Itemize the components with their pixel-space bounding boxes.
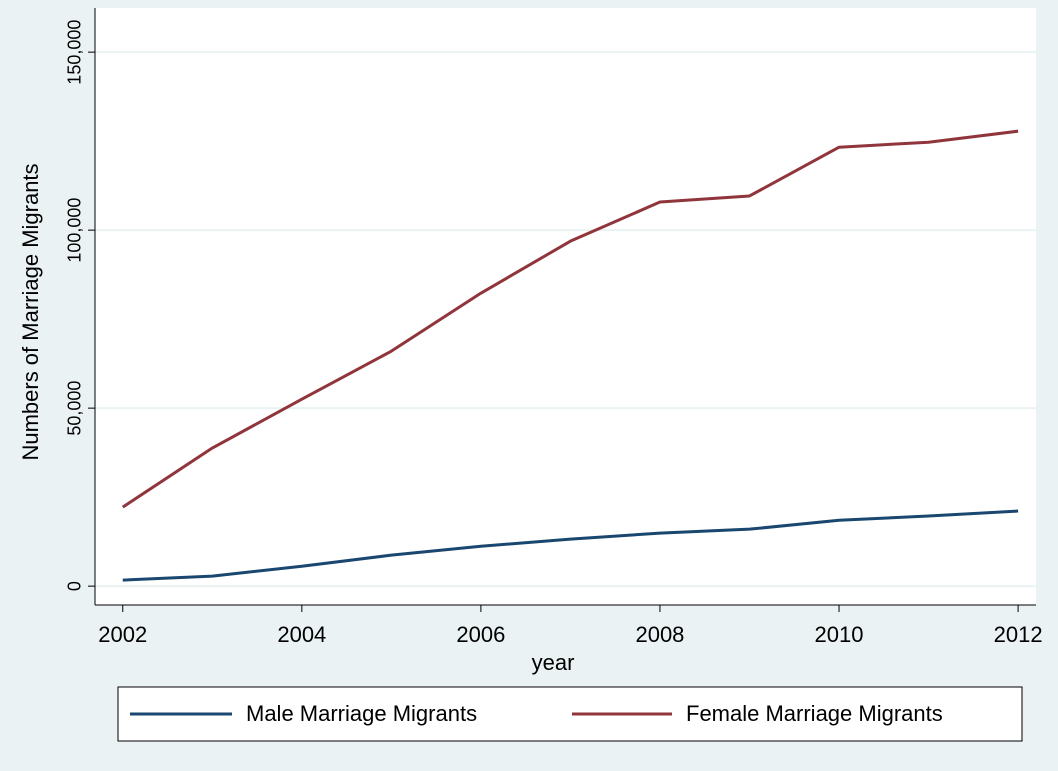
y-tick-label: 0 bbox=[65, 581, 85, 591]
x-tick-label: 2008 bbox=[635, 622, 684, 647]
series-line bbox=[121, 129, 1019, 509]
x-tick-label: 2012 bbox=[994, 622, 1043, 647]
series-line bbox=[122, 509, 1019, 582]
x-tick-label: 2004 bbox=[277, 622, 326, 647]
x-tick-label: 2002 bbox=[98, 622, 147, 647]
legend-label: Female Marriage Migrants bbox=[686, 701, 943, 726]
y-tick-label: 50,000 bbox=[65, 381, 85, 436]
legend bbox=[117, 686, 1023, 742]
x-axis-title: year bbox=[532, 650, 575, 675]
y-tick-label: 150,000 bbox=[65, 20, 85, 85]
legend-label: Male Marriage Migrants bbox=[246, 701, 477, 726]
plot-area bbox=[95, 8, 1036, 605]
y-axis-title: Numbers of Marriage Migrants bbox=[18, 163, 43, 460]
y-tick-label: 100,000 bbox=[65, 198, 85, 263]
x-tick-label: 2010 bbox=[815, 622, 864, 647]
x-tick-label: 2006 bbox=[456, 622, 505, 647]
